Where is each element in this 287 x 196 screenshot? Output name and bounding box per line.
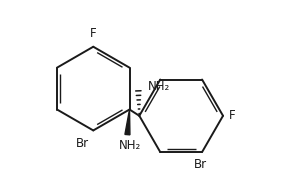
Text: Br: Br	[76, 137, 89, 150]
Text: F: F	[90, 27, 97, 40]
Text: NH₂: NH₂	[148, 80, 170, 93]
Text: Br: Br	[193, 158, 207, 171]
Text: F: F	[229, 109, 236, 122]
Polygon shape	[125, 110, 130, 135]
Text: NH₂: NH₂	[119, 139, 141, 152]
